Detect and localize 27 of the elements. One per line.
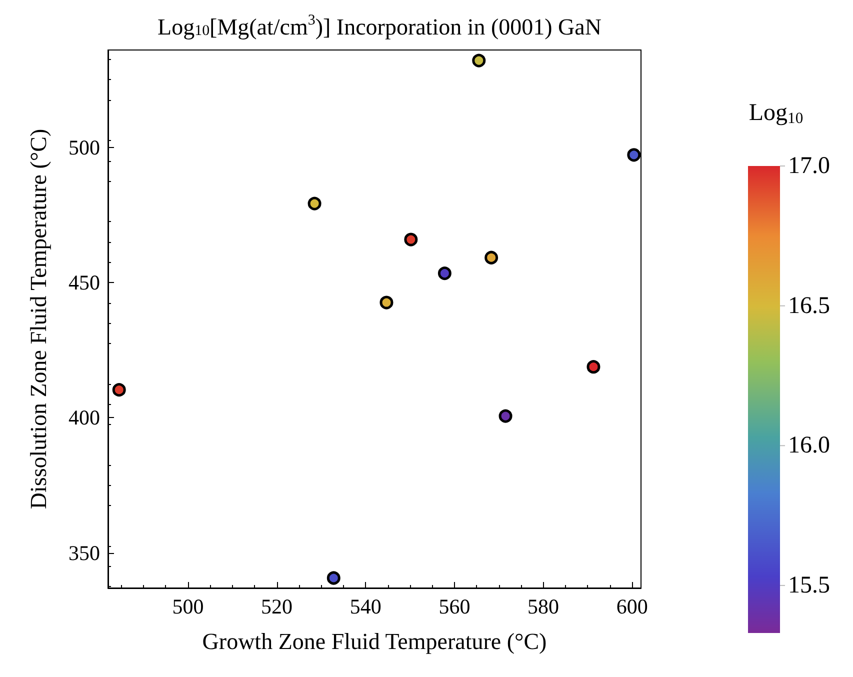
x-tick-label: 560 — [438, 594, 470, 618]
y-tick-label: 350 — [68, 540, 100, 565]
color-bar-label: 17.0 — [788, 153, 830, 179]
point — [498, 409, 512, 423]
y-tick-label: 450 — [68, 270, 100, 295]
point — [586, 360, 600, 374]
y-axis-title: Dissolution Zone Fluid Temperature (°C) — [26, 128, 51, 510]
point — [380, 296, 394, 310]
y-tick-label: 500 — [68, 135, 100, 160]
x-axis-title: Growth Zone Fluid Temperature (°C) — [202, 629, 547, 654]
color-bar-label: 16.5 — [788, 292, 830, 319]
point — [112, 383, 126, 397]
color-bar-label: 16.0 — [788, 432, 830, 459]
x-tick-label: 540 — [350, 594, 382, 618]
point — [484, 250, 498, 264]
y-tick-label: 400 — [68, 406, 100, 430]
x-tick-label: 500 — [172, 594, 204, 618]
x-tick-label: 600 — [616, 594, 648, 618]
point — [308, 196, 322, 210]
point — [438, 266, 452, 280]
x-tick-label: 520 — [261, 594, 293, 618]
point — [404, 232, 418, 246]
x-tick-label: 580 — [528, 594, 560, 618]
color-bar-label: 15.5 — [788, 572, 830, 598]
point — [326, 571, 340, 585]
point — [627, 148, 641, 162]
point — [472, 54, 486, 68]
